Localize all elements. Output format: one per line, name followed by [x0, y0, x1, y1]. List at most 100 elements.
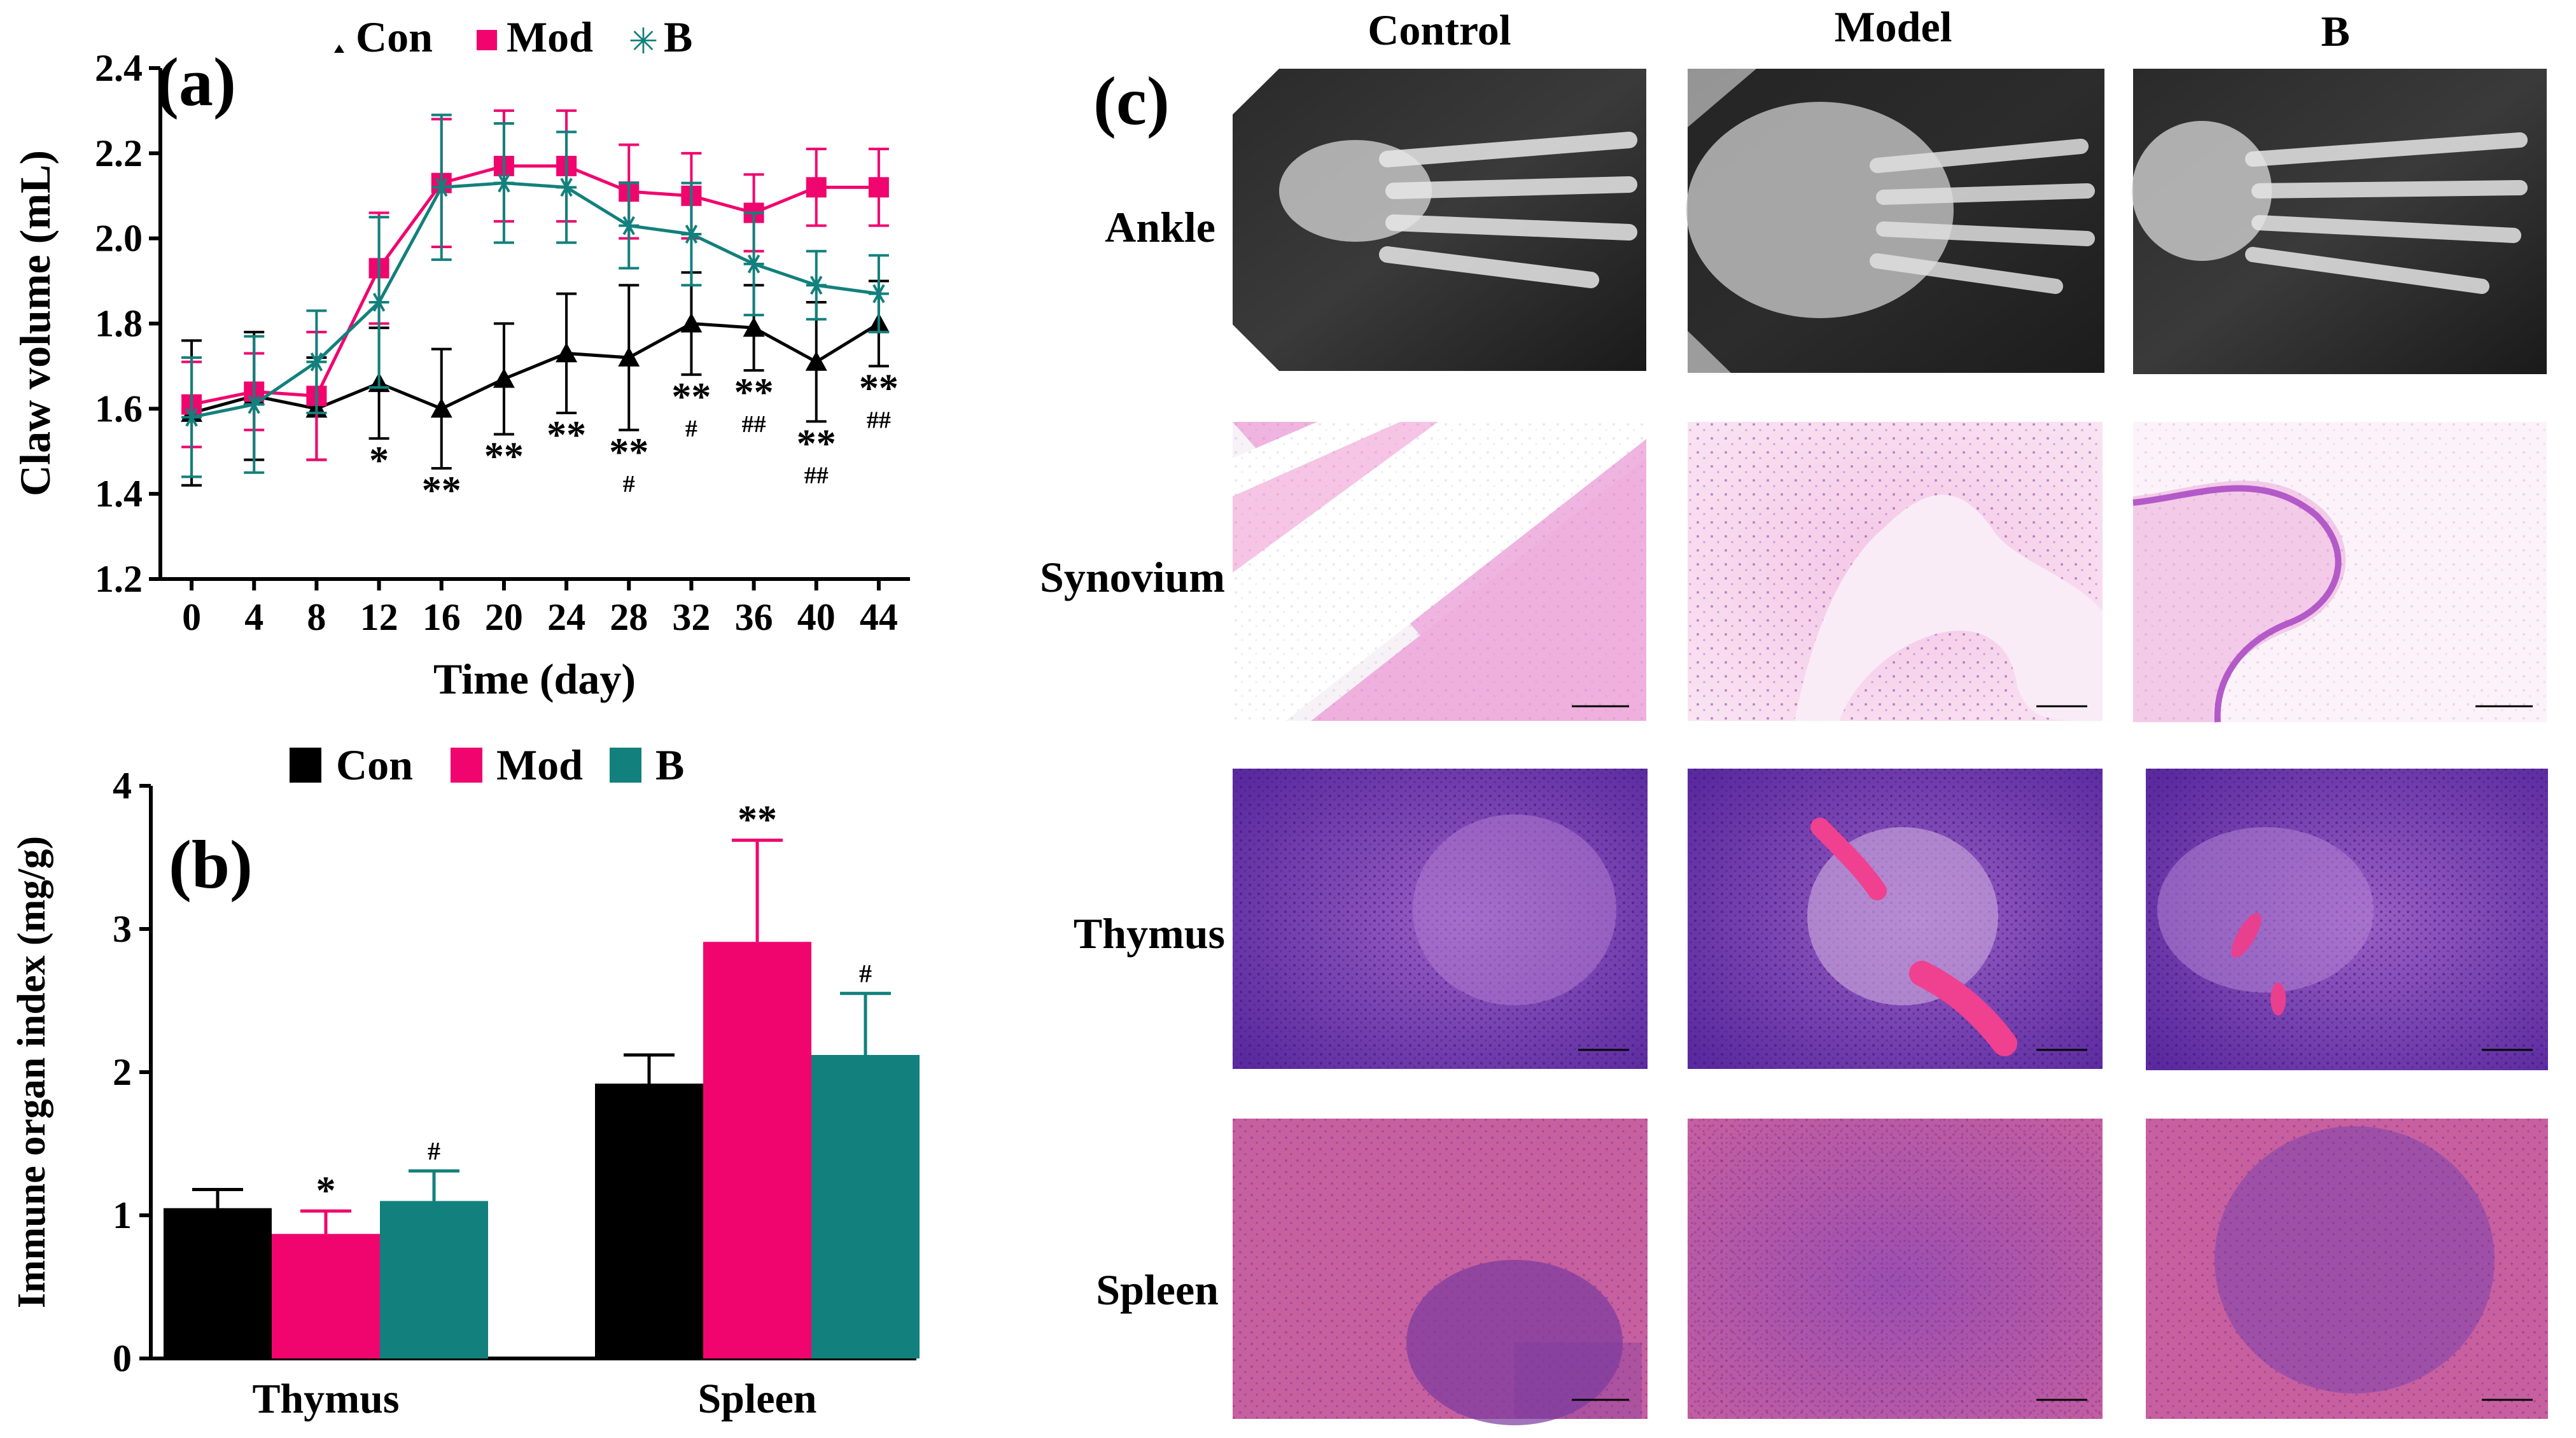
star-stroke: [248, 394, 260, 414]
image-thymus-control: [1233, 769, 1648, 1069]
bar-mod: [703, 942, 811, 1358]
bar-b: [380, 1201, 488, 1358]
data-point: [743, 254, 764, 274]
significance-mark-hash: #: [685, 415, 697, 442]
significance-mark: **: [609, 431, 648, 474]
legend-label-mod: Mod: [507, 13, 593, 61]
image-spleen-b: [2146, 1119, 2548, 1419]
star-stroke: [747, 254, 760, 274]
image-thymus-model: [1688, 769, 2103, 1069]
legend-label-con: Con: [356, 13, 433, 61]
significance-mark-hash: ##: [742, 411, 766, 438]
series-line: [191, 164, 879, 407]
panel-a-line-chart: 1.2 1.4 1.6 1.8 2.0 2.2 2.4 0 4 8 12 16 20 24 28 32 36 4…: [11, 13, 910, 703]
data-point: [493, 368, 515, 388]
legend-label-mod-b: Mod: [496, 741, 583, 789]
x-tick-label: 4: [244, 596, 263, 638]
row-label-thymus: Thymus: [1074, 909, 1225, 958]
data-point: [244, 394, 265, 414]
image-spleen-model: [1688, 1119, 2103, 1419]
image-ankle-control: [1233, 69, 1646, 371]
significance-mark: **: [797, 422, 836, 465]
column-header-model: Model: [1834, 3, 1952, 51]
significance-mark: **: [671, 375, 711, 419]
data-point: [805, 351, 827, 371]
star-stroke: [622, 216, 635, 235]
series-con: [181, 271, 890, 487]
star-stroke: [872, 284, 885, 304]
row-label-ankle: Ankle: [1105, 203, 1215, 251]
data-point: [368, 293, 389, 312]
data-point: [181, 407, 202, 427]
significance-mark: **: [484, 435, 524, 478]
data-point: [493, 173, 514, 193]
legend-swatch-mod: [451, 748, 482, 783]
y-tick-label-b: 0: [113, 1337, 132, 1379]
row-label-synovium: Synovium: [1040, 553, 1225, 601]
image-thymus-b: [2146, 769, 2548, 1070]
star-stroke: [810, 276, 823, 295]
y-axis-title-b: Immune organ index (mg/g): [10, 836, 53, 1308]
star-stroke: [185, 407, 198, 427]
bar-significance-mark: #: [428, 1136, 440, 1165]
series-line: [191, 181, 879, 419]
x-axis-title: Time (day): [433, 655, 636, 703]
panel-b-bar-chart: 0 1 2 3 4 * # ** # Thymus Spleen (b) Immune orga…: [10, 741, 920, 1422]
image-ankle-b: [2132, 69, 2547, 374]
column-header-b: B: [2321, 7, 2349, 55]
x-tick-label: 36: [735, 596, 773, 638]
y-tick-label: 1.8: [95, 303, 143, 345]
series-b: [181, 113, 889, 478]
x-tick-label: 8: [307, 596, 326, 638]
x-tick-label: 40: [797, 596, 836, 638]
data-point: [619, 216, 640, 235]
data-point: [306, 352, 327, 372]
panel-c-histology-grid: (c) Control Model B Ankle Synovium Thymu…: [1040, 3, 2548, 1425]
significance-mark: **: [422, 469, 461, 512]
y-tick-label: 2.0: [95, 218, 143, 260]
star-stroke: [685, 225, 698, 244]
legend-marker-con: [334, 45, 344, 53]
legend-label-b-b: B: [655, 741, 684, 789]
series-line: [191, 321, 880, 415]
x-tick-label: 28: [610, 596, 648, 638]
star-stroke: [560, 178, 573, 197]
y-tick-label-b: 3: [113, 908, 132, 950]
bar-con: [595, 1084, 703, 1358]
bar-significance-mark: **: [738, 799, 777, 842]
x-tick-label: 24: [547, 596, 585, 638]
series-mod: [181, 109, 889, 461]
bar-con: [164, 1208, 272, 1358]
panel-c-label: (c): [1093, 64, 1170, 139]
y-tick-label: 1.6: [95, 387, 143, 429]
x-tick-label: 32: [672, 596, 710, 638]
data-point: [806, 276, 827, 295]
bar-mod: [272, 1234, 380, 1358]
significance-mark-hash: ##: [804, 462, 829, 489]
significance-mark-hash: #: [623, 471, 635, 498]
star-stroke: [498, 173, 510, 193]
panel-b-label: (b): [169, 827, 253, 903]
legend-swatch-b: [610, 748, 641, 783]
data-point: [680, 312, 703, 333]
significance-mark: **: [547, 414, 586, 457]
y-tick-label: 2.2: [95, 132, 143, 174]
legend-a: Con Mod ✳ B: [334, 13, 692, 62]
legend-label-con-b: Con: [336, 741, 413, 789]
star-stroke: [435, 178, 448, 197]
column-header-control: Control: [1368, 6, 1511, 54]
x-tick-label: 44: [860, 596, 898, 638]
data-point: [618, 347, 640, 367]
y-tick-label: 2.4: [95, 47, 143, 89]
image-spleen-control: [1233, 1119, 1648, 1425]
y-tick-label: 1.4: [95, 473, 143, 515]
y-tick-label-b: 4: [113, 765, 132, 807]
star-stroke: [372, 293, 386, 312]
significance-mark-hash: ##: [867, 407, 891, 433]
data-point: [556, 342, 578, 363]
y-tick-label-b: 1: [113, 1194, 132, 1236]
data-point: [431, 178, 452, 197]
data-point: [430, 398, 452, 418]
data-point: [743, 317, 765, 337]
